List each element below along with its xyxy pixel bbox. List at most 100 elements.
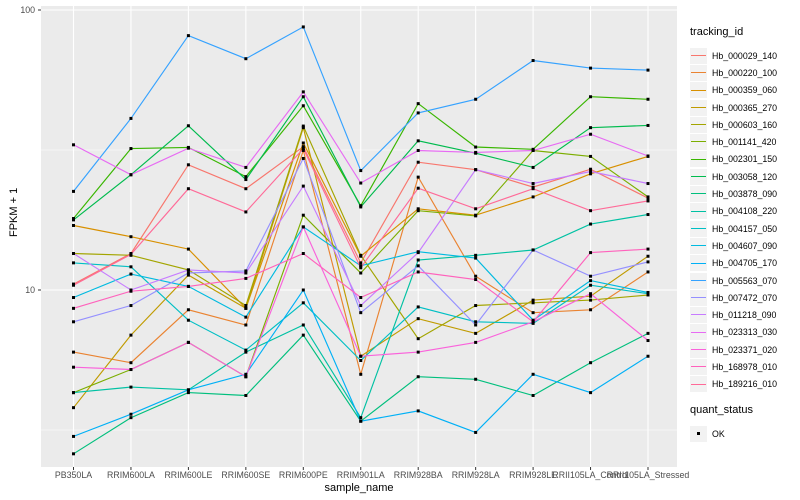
data-point <box>359 266 363 270</box>
data-point <box>531 311 535 315</box>
data-point <box>474 253 478 257</box>
x-tick-label: RRIM928LE <box>509 470 557 480</box>
x-tick-label: PB350LA <box>55 470 92 480</box>
panel-background <box>41 6 677 467</box>
legend-item-Hb_000365_270: Hb_000365_270 <box>690 99 798 116</box>
data-point <box>129 361 133 365</box>
data-point <box>129 235 133 239</box>
legend-item-Hb_000220_100: Hb_000220_100 <box>690 64 798 81</box>
data-point <box>72 452 75 456</box>
legend-item-Hb_003878_090: Hb_003878_090 <box>690 185 798 203</box>
data-point <box>129 272 133 276</box>
data-point <box>474 274 478 278</box>
data-point <box>589 167 593 171</box>
data-point <box>244 350 248 354</box>
legend-key-icon <box>690 186 707 203</box>
legend-item-Hb_000029_140: Hb_000029_140 <box>690 47 798 64</box>
data-point <box>129 304 133 308</box>
legend-item-label: Hb_007472_070 <box>712 292 778 303</box>
data-point <box>301 126 305 130</box>
data-point <box>129 385 133 389</box>
data-point <box>646 154 650 158</box>
data-point <box>474 320 478 324</box>
data-point <box>416 209 420 213</box>
data-point <box>244 372 248 376</box>
data-point <box>589 132 593 136</box>
data-point <box>531 195 535 199</box>
data-point <box>244 348 248 352</box>
data-point <box>72 296 75 300</box>
data-point <box>301 301 305 305</box>
data-point <box>129 116 133 120</box>
data-point <box>531 59 535 63</box>
data-point <box>359 311 363 315</box>
data-point <box>531 248 535 252</box>
data-point <box>301 90 305 94</box>
data-point <box>589 222 593 226</box>
data-point <box>244 57 248 61</box>
data-point <box>589 251 593 255</box>
data-point <box>416 102 420 106</box>
data-point <box>301 104 305 108</box>
data-point <box>359 416 363 420</box>
data-point <box>129 412 133 416</box>
data-point <box>416 375 420 379</box>
legend-item-Hb_004157_050: Hb_004157_050 <box>690 220 798 237</box>
legend-key-icon <box>690 237 707 254</box>
data-point <box>416 186 420 190</box>
data-point <box>646 213 650 217</box>
legend-key-icon <box>690 151 707 168</box>
data-point <box>129 333 133 337</box>
legend-item-label: Hb_000603_160 <box>712 119 778 130</box>
data-point <box>359 296 363 300</box>
y-tick-label: 100 <box>20 5 35 15</box>
data-point <box>474 150 478 154</box>
x-tick-label: RRIM928LA <box>452 470 500 480</box>
data-point <box>531 372 535 376</box>
data-point <box>72 218 75 222</box>
data-point <box>589 154 593 158</box>
legend-item-label: Hb_003058_120 <box>712 171 778 182</box>
data-point <box>301 252 305 256</box>
data-point <box>646 290 650 294</box>
legend-item-Hb_000359_060: Hb_000359_060 <box>690 82 798 99</box>
legend-item-Hb_002301_150: Hb_002301_150 <box>690 151 798 168</box>
data-point <box>474 340 478 344</box>
legend-item-label: OK <box>712 428 725 439</box>
legend-key-icon <box>690 99 707 116</box>
data-point <box>359 359 363 363</box>
data-point <box>474 331 478 335</box>
data-point <box>186 146 190 150</box>
x-tick-label: RRIM928BA <box>394 470 443 480</box>
data-point <box>416 258 420 262</box>
data-point <box>359 372 363 376</box>
data-point <box>359 304 363 308</box>
legend-key-icon <box>690 82 707 99</box>
y-tick-label: 10 <box>25 285 35 295</box>
legend-item-label: Hb_011218_090 <box>712 310 777 321</box>
legend: tracking_id Hb_000029_140 Hb_000220_100 Hb… <box>690 26 798 442</box>
data-point <box>474 304 478 308</box>
data-point <box>186 318 190 322</box>
data-point <box>244 271 248 275</box>
data-point <box>646 270 650 274</box>
data-point <box>72 223 75 227</box>
data-point <box>416 270 420 274</box>
legend-item-Hb_000603_160: Hb_000603_160 <box>690 116 798 133</box>
legend-item-label: Hb_004705_170 <box>712 258 778 269</box>
legend-key-icon <box>690 168 707 185</box>
data-point <box>589 391 593 395</box>
data-point <box>186 271 190 275</box>
data-point <box>531 185 535 189</box>
data-point <box>589 95 593 99</box>
legend-item-label: Hb_168978_010 <box>712 361 778 372</box>
data-point <box>186 247 190 251</box>
legend-key-icon <box>690 220 707 237</box>
data-point <box>301 124 305 128</box>
data-point <box>359 354 363 358</box>
data-point <box>359 419 363 423</box>
data-point <box>646 260 650 264</box>
data-point <box>474 323 478 327</box>
data-point <box>474 256 478 260</box>
